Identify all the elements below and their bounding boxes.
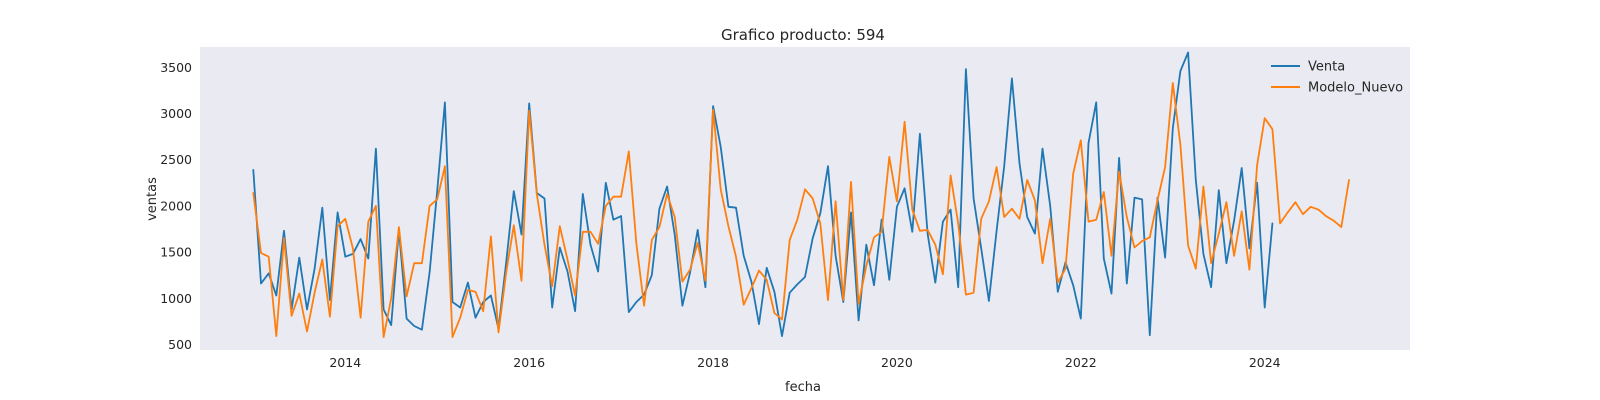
- series-line-modelo-nuevo: [252, 82, 1350, 339]
- x-tick-label: 2016: [513, 355, 545, 370]
- y-tick-label: 500: [168, 337, 192, 352]
- y-axis-label: ventas: [145, 177, 160, 221]
- x-axis-label: fecha: [785, 380, 821, 395]
- series-lines: [252, 51, 1350, 339]
- x-tick-label: 2018: [697, 355, 729, 370]
- x-tick-label: 2020: [881, 355, 913, 370]
- legend: Venta Modelo_Nuevo: [1271, 60, 1403, 96]
- y-tick-label: 1000: [160, 291, 192, 306]
- legend-label-venta: Venta: [1308, 60, 1345, 75]
- y-tick-label: 2000: [160, 198, 192, 213]
- x-tick-label: 2022: [1065, 355, 1097, 370]
- series-line-venta: [252, 51, 1274, 338]
- y-tick-label: 2500: [160, 152, 192, 167]
- y-axis-ticks: 500 1000 1500 2000 2500 3000 3500: [160, 60, 192, 352]
- chart-title: Grafico producto: 594: [721, 26, 885, 44]
- x-axis-ticks: 2014 2016 2018 2020 2022 2024: [329, 355, 1280, 370]
- y-tick-label: 3500: [160, 60, 192, 75]
- plot-area: [200, 47, 1410, 350]
- legend-label-modelo-nuevo: Modelo_Nuevo: [1308, 81, 1403, 96]
- y-tick-label: 3000: [160, 106, 192, 121]
- x-tick-label: 2014: [329, 355, 361, 370]
- x-tick-label: 2024: [1249, 355, 1281, 370]
- y-tick-label: 1500: [160, 245, 192, 260]
